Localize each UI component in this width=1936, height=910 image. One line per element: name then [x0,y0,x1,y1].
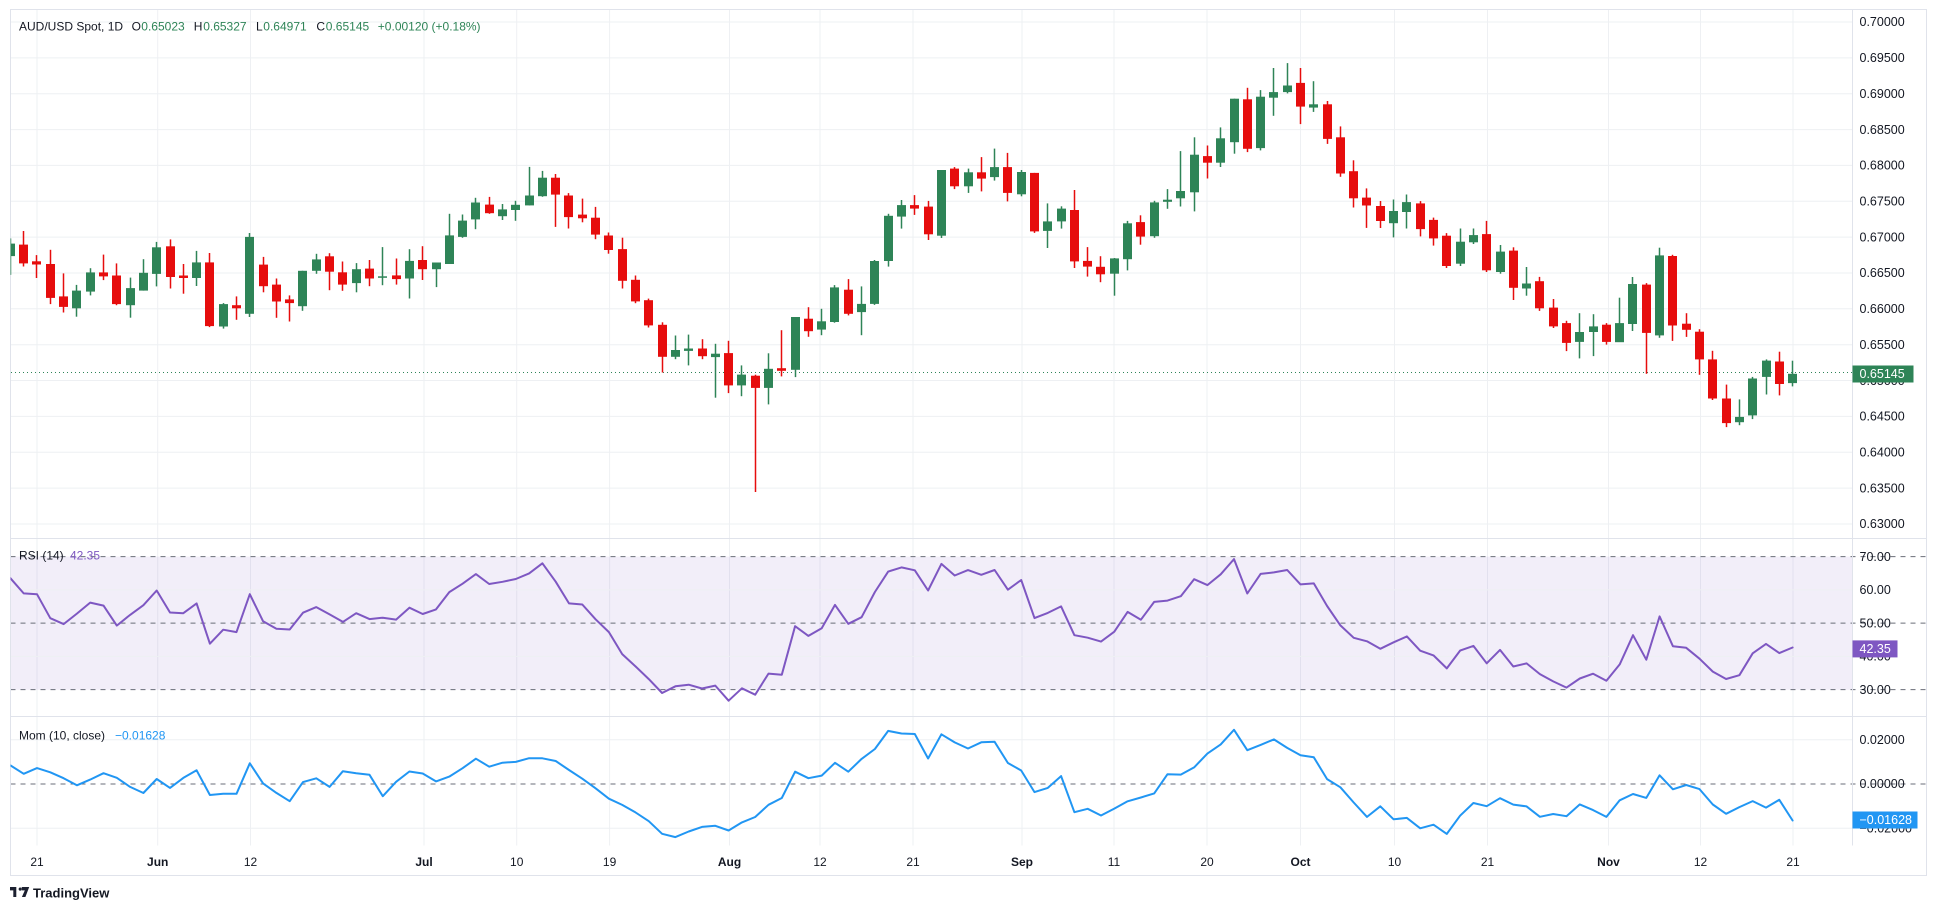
svg-text:+0.00120 (+0.18%): +0.00120 (+0.18%) [378,20,481,34]
svg-text:30.00: 30.00 [1860,683,1891,697]
svg-text:0.68000: 0.68000 [1860,159,1905,173]
svg-text:0.65145: 0.65145 [1860,367,1905,381]
svg-text:21: 21 [30,855,44,869]
svg-text:21: 21 [1481,855,1495,869]
svg-text:Jul: Jul [415,855,432,869]
svg-text:60.00: 60.00 [1860,583,1891,597]
svg-text:10: 10 [1388,855,1402,869]
svg-text:0.69500: 0.69500 [1860,51,1905,65]
svg-text:Mom (10, close): Mom (10, close) [19,729,105,743]
svg-text:Sep: Sep [1011,855,1033,869]
svg-text:Jun: Jun [147,855,168,869]
svg-text:0.65145: 0.65145 [326,20,370,34]
svg-text:−0.01628: −0.01628 [115,729,166,743]
svg-text:AUD/USD Spot, 1D: AUD/USD Spot, 1D [19,20,123,34]
svg-text:12: 12 [244,855,258,869]
svg-text:42.35: 42.35 [1860,642,1891,656]
svg-text:10: 10 [510,855,524,869]
svg-text:0.68500: 0.68500 [1860,123,1905,137]
svg-text:42.35: 42.35 [70,549,100,563]
svg-text:TradingView: TradingView [33,886,110,901]
svg-text:12: 12 [1694,855,1708,869]
svg-text:−0.01628: −0.01628 [1860,813,1913,827]
svg-text:21: 21 [1786,855,1800,869]
svg-text:11: 11 [1108,855,1121,869]
svg-text:0.63500: 0.63500 [1860,481,1905,495]
svg-text:RSI (14): RSI (14) [19,549,64,563]
svg-text:C: C [316,20,325,34]
svg-text:12: 12 [813,855,827,869]
svg-text:L: L [256,20,263,34]
svg-text:70.00: 70.00 [1860,550,1891,564]
svg-text:0.65023: 0.65023 [141,20,185,34]
svg-text:H: H [194,20,203,34]
svg-text:0.65500: 0.65500 [1860,338,1905,352]
svg-text:0.67500: 0.67500 [1860,194,1905,208]
svg-text:20: 20 [1200,855,1214,869]
svg-text:0.00000: 0.00000 [1860,777,1905,791]
svg-text:0.66500: 0.66500 [1860,266,1905,280]
svg-text:O: O [132,20,141,34]
svg-text:0.64000: 0.64000 [1860,445,1905,459]
svg-text:Nov: Nov [1597,855,1620,869]
svg-text:0.64971: 0.64971 [263,20,307,34]
svg-text:0.64500: 0.64500 [1860,410,1905,424]
svg-text:50.00: 50.00 [1860,616,1891,630]
svg-text:0.69000: 0.69000 [1860,87,1905,101]
svg-text:0.70000: 0.70000 [1860,15,1905,29]
svg-text:Oct: Oct [1290,855,1310,869]
svg-text:0.63000: 0.63000 [1860,517,1905,531]
svg-text:21: 21 [906,855,920,869]
svg-text:19: 19 [603,855,617,869]
svg-text:0.66000: 0.66000 [1860,302,1905,316]
svg-text:0.65327: 0.65327 [203,20,247,34]
svg-text:0.67000: 0.67000 [1860,230,1905,244]
svg-text:Aug: Aug [718,855,741,869]
svg-text:0.02000: 0.02000 [1860,733,1905,747]
